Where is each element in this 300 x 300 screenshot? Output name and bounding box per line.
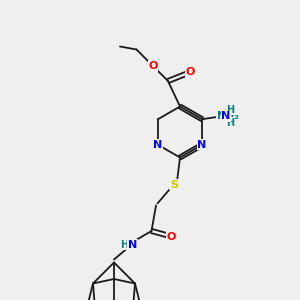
Text: N: N <box>221 111 231 121</box>
Text: NH₂: NH₂ <box>217 111 238 121</box>
Text: S: S <box>170 179 178 190</box>
Text: H: H <box>120 239 129 250</box>
Text: H: H <box>226 118 235 128</box>
Text: N: N <box>128 239 137 250</box>
Text: H: H <box>226 105 235 115</box>
Text: O: O <box>166 232 176 242</box>
Text: O: O <box>186 67 195 77</box>
Text: O: O <box>148 61 158 71</box>
Text: N: N <box>197 140 207 150</box>
Text: N: N <box>153 140 163 150</box>
